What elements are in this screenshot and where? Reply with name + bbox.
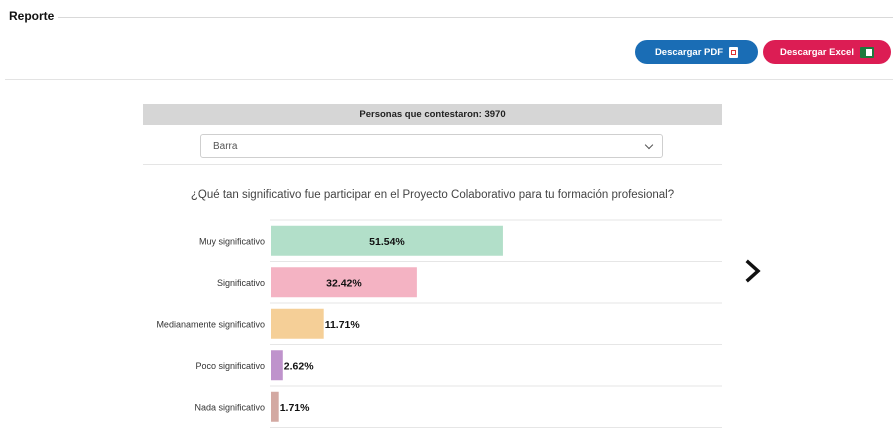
bar xyxy=(271,350,283,381)
download-excel-button[interactable]: Descargar Excel xyxy=(763,40,891,64)
page-title: Reporte xyxy=(9,9,55,23)
data-label: 2.62% xyxy=(284,360,314,372)
pdf-file-icon xyxy=(729,46,739,58)
respondents-count: Personas que contestaron: 3970 xyxy=(143,104,722,125)
data-label: 51.54% xyxy=(369,236,405,248)
divider xyxy=(143,164,722,165)
category-label: Poco significativo xyxy=(195,361,265,371)
category-label: Muy significativo xyxy=(199,236,265,246)
bar xyxy=(271,267,417,298)
chart-type-select[interactable]: Barra xyxy=(200,134,663,158)
download-pdf-label: Descargar PDF xyxy=(654,46,724,58)
data-label: 1.71% xyxy=(280,402,310,414)
question-title: ¿Qué tan significativo fue participar en… xyxy=(190,189,675,201)
data-label: 32.42% xyxy=(326,277,362,289)
fieldset-border xyxy=(58,17,893,18)
download-excel-label: Descargar Excel xyxy=(780,46,854,58)
bar xyxy=(271,308,324,339)
divider xyxy=(5,79,893,80)
category-label: Medianamente significativo xyxy=(156,319,265,329)
data-label: 11.71% xyxy=(325,319,361,331)
bar xyxy=(271,391,279,422)
category-label: Significativo xyxy=(217,278,265,288)
chevron-right-icon[interactable] xyxy=(742,258,764,284)
bar xyxy=(271,225,503,256)
chart-type-selected: Barra xyxy=(213,140,238,152)
category-label: Nada significativo xyxy=(194,402,265,412)
download-pdf-button[interactable]: Descargar PDF xyxy=(635,40,758,64)
excel-file-icon xyxy=(859,46,874,58)
